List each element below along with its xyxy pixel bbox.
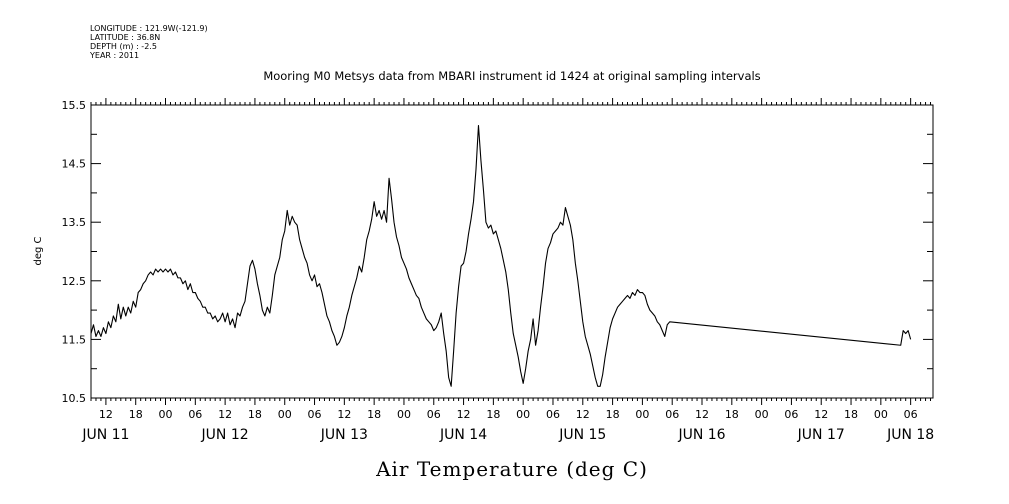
x-date-label: JUN 12 [201, 427, 249, 443]
x-hour-label: 12 [99, 408, 113, 421]
x-hour-label: 12 [337, 408, 351, 421]
x-hour-label: 00 [755, 408, 769, 421]
y-tick-label: 12.5 [62, 275, 87, 288]
x-hour-label: 00 [635, 408, 649, 421]
x-date-label: JUN 17 [797, 427, 845, 443]
air-temperature-line [90, 124, 912, 387]
x-hour-label: 06 [665, 408, 679, 421]
x-hour-label: 18 [606, 408, 620, 421]
x-hour-label: 12 [576, 408, 590, 421]
x-date-label: JUN 11 [81, 427, 129, 443]
x-hour-label: 06 [427, 408, 441, 421]
x-hour-label: 00 [159, 408, 173, 421]
x-date-label: JUN 15 [558, 427, 606, 443]
x-hour-label: 12 [457, 408, 471, 421]
y-axis-label: deg C [33, 236, 44, 265]
x-date-label: JUN 13 [320, 427, 368, 443]
x-hour-label: 18 [844, 408, 858, 421]
longitude-label: LONGITUDE : 121.9W(-121.9) [90, 24, 208, 33]
x-hour-label: 06 [308, 408, 322, 421]
y-axis: 10.5 11.5 12.5 13.5 14.5 15.5 [62, 99, 933, 405]
x-date-label: JUN 18 [886, 427, 934, 443]
x-hour-label: 18 [486, 408, 500, 421]
x-hour-label: 06 [188, 408, 202, 421]
chart-title: Mooring M0 Metsys data from MBARI instru… [263, 69, 760, 83]
latitude-label: LATITUDE : 36.8N [90, 33, 160, 42]
plot-frame [90, 104, 934, 399]
series-layer [90, 124, 912, 387]
x-hour-label: 12 [695, 408, 709, 421]
x-hour-label: 18 [129, 408, 143, 421]
y-tick-label: 14.5 [62, 158, 87, 171]
x-hour-label: 18 [248, 408, 262, 421]
y-tick-label: 10.5 [62, 392, 87, 405]
x-hour-label: 00 [397, 408, 411, 421]
x-hour-label: 06 [784, 408, 798, 421]
x-axis: 12 18 00 06 12 18 00 06 12 18 00 06 12 18 00 06 12 18 00 06… [81, 98, 934, 443]
x-date-label: JUN 14 [439, 427, 487, 443]
x-hour-label: 00 [874, 408, 888, 421]
depth-label: DEPTH (m) : -2.5 [90, 42, 157, 51]
x-hour-label: 06 [904, 408, 918, 421]
x-hour-label: 06 [546, 408, 560, 421]
x-date-label: JUN 16 [677, 427, 725, 443]
x-hour-label: 00 [278, 408, 292, 421]
y-tick-label: 13.5 [62, 216, 87, 229]
x-hour-label: 18 [725, 408, 739, 421]
x-axis-title: Air Temperature (deg C) [375, 457, 648, 481]
y-tick-label: 11.5 [62, 333, 87, 346]
year-label: YEAR : 2011 [89, 51, 139, 60]
x-hour-label: 18 [367, 408, 381, 421]
y-tick-label: 15.5 [62, 99, 87, 112]
x-hour-label: 12 [814, 408, 828, 421]
x-hour-label: 12 [218, 408, 232, 421]
metadata-block: LONGITUDE : 121.9W(-121.9) LATITUDE : 36… [89, 24, 208, 60]
x-hour-label: 00 [516, 408, 530, 421]
